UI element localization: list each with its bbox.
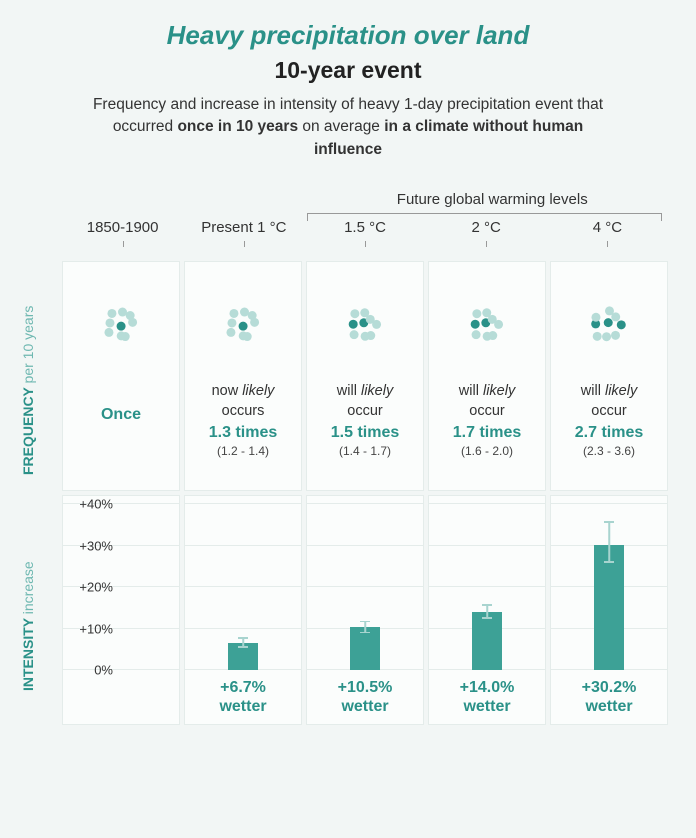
intensity-chart bbox=[185, 506, 301, 670]
ylabel-freq-main: FREQUENCY bbox=[20, 388, 36, 476]
column-header: Present 1 °C bbox=[183, 219, 304, 236]
column-header: 1.5 °C bbox=[304, 219, 425, 236]
ylabel-freq-sub: per 10 years bbox=[20, 306, 36, 384]
column: Once 0%+10%+20%+30%+40% bbox=[62, 261, 180, 725]
intensity-value-label: +30.2%wetter bbox=[551, 678, 667, 716]
intensity-bar bbox=[594, 545, 624, 670]
intensity-chart bbox=[307, 506, 423, 670]
frequency-panel: will likelyoccur1.7 times(1.6 - 2.0) bbox=[428, 261, 546, 491]
intensity-chart bbox=[551, 506, 667, 670]
column: will likelyoccur1.5 times(1.4 - 1.7) +10.… bbox=[306, 261, 424, 725]
column-header: 1850-1900 bbox=[62, 219, 183, 236]
column-header: 2 °C bbox=[426, 219, 547, 236]
intensity-chart: 0%+10%+20%+30%+40% bbox=[63, 506, 179, 670]
y-label-frequency: FREQUENCY per 10 years bbox=[20, 306, 36, 475]
header-tick bbox=[123, 241, 124, 247]
frequency-text: will likelyoccur1.5 times(1.4 - 1.7) bbox=[307, 382, 423, 459]
frequency-panel: Once bbox=[62, 261, 180, 491]
intensity-panel: +10.5%wetter bbox=[306, 495, 424, 725]
header-tick bbox=[365, 241, 366, 247]
intensity-panel: +6.7%wetter bbox=[184, 495, 302, 725]
frequency-text: Once bbox=[63, 404, 179, 426]
error-bar bbox=[238, 637, 248, 647]
desc-mid: on average bbox=[298, 118, 384, 135]
header-tick bbox=[486, 241, 487, 247]
panel-grid: Once 0%+10%+20%+30%+40% now likelyoccurs1.… bbox=[62, 261, 668, 725]
header-tick bbox=[607, 241, 608, 247]
frequency-panel: now likelyoccurs1.3 times(1.2 - 1.4) bbox=[184, 261, 302, 491]
intensity-panel: +14.0%wetter bbox=[428, 495, 546, 725]
dot-cluster-icon bbox=[467, 306, 508, 352]
error-bar bbox=[482, 604, 492, 619]
intensity-panel: +30.2%wetter bbox=[550, 495, 668, 725]
intensity-chart bbox=[429, 506, 545, 670]
y-label-intensity: INTENSITY increase bbox=[20, 562, 36, 692]
description: Frequency and increase in intensity of h… bbox=[88, 94, 608, 161]
page-root: Heavy precipitation over land 10-year ev… bbox=[0, 0, 696, 745]
main-title: Heavy precipitation over land bbox=[28, 20, 668, 51]
header-tick bbox=[244, 241, 245, 247]
column: will likelyoccur2.7 times(2.3 - 3.6) +30.… bbox=[550, 261, 668, 725]
future-warming-label: Future global warming levels bbox=[377, 191, 607, 208]
frequency-panel: will likelyoccur2.7 times(2.3 - 3.6) bbox=[550, 261, 668, 491]
intensity-axis-labels: 0%+10%+20%+30%+40% bbox=[69, 506, 113, 670]
subtitle: 10-year event bbox=[28, 57, 668, 84]
dot-cluster-icon bbox=[589, 306, 630, 352]
frequency-text: will likelyoccur2.7 times(2.3 - 3.6) bbox=[551, 382, 667, 459]
intensity-panel: 0%+10%+20%+30%+40% bbox=[62, 495, 180, 725]
intensity-bar bbox=[350, 627, 380, 671]
intensity-value-label: +14.0%wetter bbox=[429, 678, 545, 716]
frequency-text: now likelyoccurs1.3 times(1.2 - 1.4) bbox=[185, 382, 301, 459]
column: will likelyoccur1.7 times(1.6 - 2.0) +14.… bbox=[428, 261, 546, 725]
intensity-value-label: +6.7%wetter bbox=[185, 678, 301, 716]
dot-cluster-icon bbox=[223, 306, 264, 352]
intensity-bar bbox=[472, 612, 502, 670]
intensity-value-label: +10.5%wetter bbox=[307, 678, 423, 716]
desc-b1: once in 10 years bbox=[177, 118, 298, 135]
column-headers: 1850-1900Present 1 °C1.5 °C2 °C4 °C bbox=[62, 219, 668, 261]
error-bar bbox=[360, 621, 370, 633]
column: now likelyoccurs1.3 times(1.2 - 1.4) +6.7… bbox=[184, 261, 302, 725]
frequency-text: will likelyoccur1.7 times(1.6 - 2.0) bbox=[429, 382, 545, 459]
error-bar bbox=[604, 521, 614, 563]
dot-cluster-icon bbox=[345, 306, 386, 352]
dot-cluster-icon bbox=[101, 306, 142, 352]
ylabel-inten-sub: increase bbox=[20, 562, 36, 615]
ylabel-inten-main: INTENSITY bbox=[20, 619, 36, 692]
column-header: 4 °C bbox=[547, 219, 668, 236]
future-bracket-row: Future global warming levels bbox=[62, 191, 668, 219]
frequency-panel: will likelyoccur1.5 times(1.4 - 1.7) bbox=[306, 261, 424, 491]
chart-area: FREQUENCY per 10 years INTENSITY increas… bbox=[28, 261, 668, 725]
